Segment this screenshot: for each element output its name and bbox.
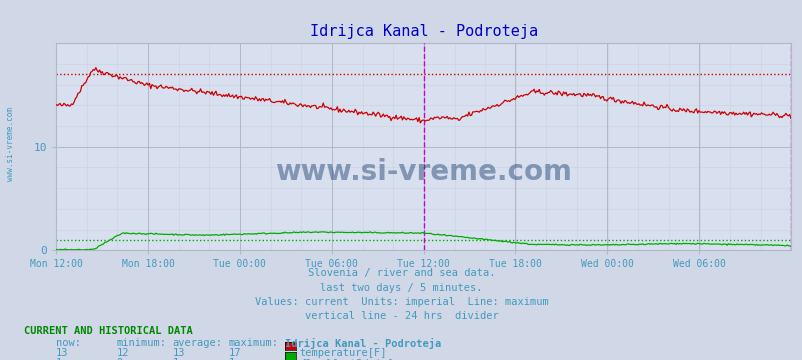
Text: maximum:: maximum: — [229, 338, 278, 348]
Text: Idrijca Kanal - Podroteja: Idrijca Kanal - Podroteja — [285, 338, 441, 350]
Text: 0: 0 — [116, 358, 123, 360]
Text: temperature[F]: temperature[F] — [299, 348, 387, 359]
Text: 1: 1 — [56, 358, 63, 360]
Text: Values: current  Units: imperial  Line: maximum: Values: current Units: imperial Line: ma… — [254, 297, 548, 307]
Text: 1: 1 — [229, 358, 235, 360]
Text: last two days / 5 minutes.: last two days / 5 minutes. — [320, 283, 482, 293]
Title: Idrijca Kanal - Podroteja: Idrijca Kanal - Podroteja — [309, 24, 537, 39]
Text: flow[foot3/min]: flow[foot3/min] — [299, 358, 393, 360]
Text: now:: now: — [56, 338, 81, 348]
Text: www.si-vreme.com: www.si-vreme.com — [6, 107, 15, 181]
Text: 12: 12 — [116, 348, 129, 359]
Text: 13: 13 — [172, 348, 185, 359]
Text: average:: average: — [172, 338, 222, 348]
Text: vertical line - 24 hrs  divider: vertical line - 24 hrs divider — [304, 311, 498, 321]
Text: 1: 1 — [172, 358, 179, 360]
Text: Slovenia / river and sea data.: Slovenia / river and sea data. — [307, 268, 495, 278]
Text: minimum:: minimum: — [116, 338, 166, 348]
Text: www.si-vreme.com: www.si-vreme.com — [275, 158, 571, 185]
Text: 13: 13 — [56, 348, 69, 359]
Text: CURRENT AND HISTORICAL DATA: CURRENT AND HISTORICAL DATA — [24, 326, 192, 336]
Text: 17: 17 — [229, 348, 241, 359]
